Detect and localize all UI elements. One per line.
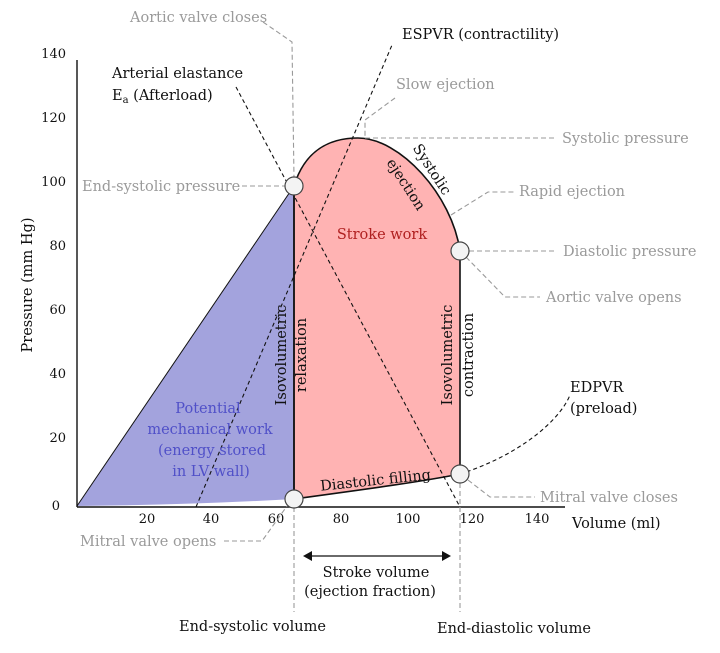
rapid-ejection-label: Rapid ejection <box>519 184 625 200</box>
end-systolic-volume-label: End-systolic volume <box>179 619 326 635</box>
espvr-label: ESPVR (contractility) <box>402 27 559 43</box>
afterload-label: Ea (Afterload) <box>112 88 213 106</box>
x-axis-title: Volume (ml) <box>571 516 661 532</box>
svg-text:contraction: contraction <box>461 313 477 397</box>
stroke-volume-arrow <box>303 551 451 561</box>
y-tick-label: 140 <box>41 47 66 62</box>
y-axis-title: Pressure (mm Hg) <box>20 218 36 353</box>
aortic-valve-opens-label: Aortic valve opens <box>545 290 682 306</box>
y-tick-label: 120 <box>41 111 66 126</box>
x-tick-label: 140 <box>525 512 550 527</box>
mitral-valve-opens-leader <box>224 505 288 542</box>
slow-ejection-label: Slow ejection <box>396 77 495 93</box>
y-tick-label: 0 <box>52 499 60 514</box>
aortic-valve-opens-marker <box>450 241 470 261</box>
stroke-work-region <box>293 137 461 500</box>
x-tick-label: 80 <box>333 512 350 527</box>
stroke-work-label: Stroke work <box>337 227 427 243</box>
svg-text:relaxation: relaxation <box>294 318 310 392</box>
aortic-valve-closes-label: Aortic valve closes <box>129 10 267 26</box>
arterial-elastance-line <box>235 86 461 508</box>
edpvr-label: EDPVR <box>570 380 624 396</box>
potential-work-edge <box>76 185 295 507</box>
aortic-valve-closes-marker <box>284 176 304 196</box>
x-tick-label: 20 <box>139 512 156 527</box>
end-diastolic-volume-label: End-diastolic volume <box>437 621 591 637</box>
y-tick-label: 40 <box>49 367 66 382</box>
potential-work-label: Potential mechanical work (energy stored… <box>147 401 272 480</box>
systolic-pressure-label: Systolic pressure <box>562 131 689 147</box>
end-systolic-pressure-label: End-systolic pressure <box>82 179 240 195</box>
y-tick-label: 60 <box>49 303 66 318</box>
edpvr-curve <box>459 394 571 475</box>
x-tick-label: 120 <box>460 512 485 527</box>
mitral-valve-opens-label: Mitral valve opens <box>80 534 216 550</box>
aortic-valve-closes-leader <box>262 21 295 179</box>
arterial-elastance-label: Arterial elastance <box>111 66 243 82</box>
mitral-valve-closes-label: Mitral valve closes <box>540 490 678 506</box>
ejection-fraction-label: (ejection fraction) <box>304 584 436 600</box>
y-tick-label: 100 <box>41 175 66 190</box>
x-tick-label: 100 <box>396 512 421 527</box>
slow-ejection-leader <box>364 97 396 137</box>
isovolumetric-contraction-label: Isovolumetric contraction <box>440 305 477 406</box>
stroke-volume-label: Stroke volume <box>323 565 430 581</box>
x-tick-label: 40 <box>203 512 220 527</box>
aortic-valve-opens-leader <box>465 256 540 298</box>
mitral-valve-opens-marker <box>284 489 304 509</box>
svg-text:(energy stored: (energy stored <box>158 443 266 459</box>
diastolic-pressure-label: Diastolic pressure <box>563 244 696 260</box>
preload-label: (preload) <box>570 401 637 417</box>
svg-text:Potential: Potential <box>175 401 241 417</box>
y-tick-label: 80 <box>49 239 66 254</box>
y-tick-label: 20 <box>49 431 66 446</box>
svg-text:Isovolumetric: Isovolumetric <box>440 305 456 406</box>
x-tick-label: 60 <box>268 512 285 527</box>
svg-text:Isovolumetric: Isovolumetric <box>274 305 290 406</box>
svg-text:in LV wall): in LV wall) <box>172 464 250 480</box>
rapid-ejection-leader <box>450 191 515 216</box>
mitral-valve-closes-marker <box>450 464 470 484</box>
mitral-valve-closes-leader <box>467 479 535 498</box>
isovolumetric-relaxation-label: Isovolumetric relaxation <box>274 305 310 406</box>
svg-text:mechanical work: mechanical work <box>147 422 272 438</box>
